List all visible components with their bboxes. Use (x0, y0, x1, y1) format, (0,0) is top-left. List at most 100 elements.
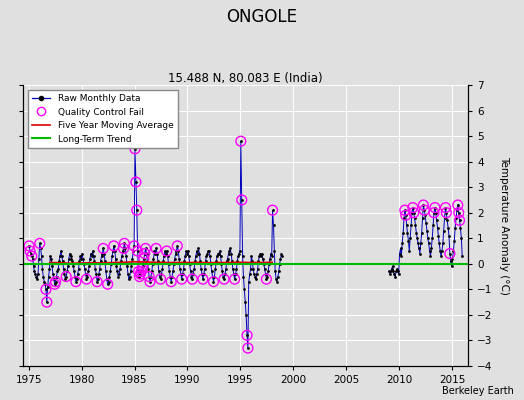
Point (88, 253, 96, 259)
Point (139, 263, 147, 270)
Point (260, 266, 269, 272)
Point (143, 258, 151, 264)
Point (53, 268, 62, 275)
Point (37, 245, 45, 252)
Point (413, 235, 421, 242)
Point (131, 146, 139, 152)
Point (133, 207, 141, 213)
Point (190, 266, 198, 272)
Point (418, 215, 427, 221)
Point (396, 245, 405, 252)
Point (205, 248, 213, 254)
Point (428, 235, 436, 242)
Point (206, 261, 215, 267)
Point (165, 268, 173, 275)
Point (418, 230, 426, 236)
Point (84, 268, 92, 275)
Point (231, 271, 239, 277)
Point (268, 253, 276, 259)
Point (256, 250, 265, 257)
Point (56, 253, 64, 259)
Point (401, 212, 410, 218)
Point (264, 268, 272, 275)
Point (391, 273, 399, 280)
Point (454, 210, 463, 216)
Point (195, 250, 204, 257)
Point (166, 273, 174, 280)
Point (141, 245, 150, 252)
Point (34, 271, 42, 277)
Point (134, 268, 143, 275)
Point (222, 266, 230, 272)
Point (419, 202, 428, 208)
Point (276, 256, 285, 262)
Point (25, 243, 34, 249)
Point (423, 235, 432, 242)
Point (244, 345, 252, 351)
Point (74, 266, 83, 272)
Point (412, 230, 421, 236)
Point (96, 258, 105, 264)
Point (441, 204, 450, 211)
Point (242, 312, 250, 318)
Point (238, 253, 247, 259)
Point (90, 253, 98, 259)
Point (116, 266, 124, 272)
Point (189, 271, 198, 277)
Point (445, 250, 454, 257)
Point (59, 266, 68, 272)
Point (263, 273, 271, 280)
Point (109, 248, 117, 254)
Point (268, 207, 277, 213)
Point (139, 263, 147, 270)
Point (130, 243, 138, 249)
Point (163, 253, 172, 259)
Point (401, 212, 410, 218)
Point (385, 268, 393, 275)
Point (274, 273, 282, 280)
Point (87, 250, 95, 257)
Point (162, 250, 170, 257)
Point (408, 210, 416, 216)
Point (237, 138, 245, 144)
Point (59, 258, 67, 264)
Point (48, 263, 56, 270)
Point (73, 271, 82, 277)
Point (215, 248, 224, 254)
Point (406, 235, 414, 242)
Point (110, 243, 118, 249)
Point (438, 248, 446, 254)
Point (254, 266, 262, 272)
Point (55, 258, 63, 264)
Point (112, 256, 120, 262)
Point (233, 258, 242, 264)
Point (252, 276, 260, 282)
Point (141, 245, 150, 252)
Point (131, 146, 139, 152)
Point (228, 266, 237, 272)
Point (444, 225, 452, 231)
Point (188, 276, 196, 282)
Point (51, 278, 60, 285)
Point (228, 258, 236, 264)
Point (81, 271, 90, 277)
Point (108, 253, 116, 259)
Point (112, 263, 121, 270)
Point (94, 276, 102, 282)
Point (170, 256, 179, 262)
Point (424, 240, 433, 246)
Point (184, 253, 193, 259)
Point (151, 250, 159, 257)
Point (268, 207, 277, 213)
Point (223, 258, 231, 264)
Point (447, 263, 456, 270)
Point (36, 240, 44, 246)
Point (28, 253, 36, 259)
Point (442, 210, 451, 216)
Point (203, 250, 212, 257)
Point (227, 250, 235, 257)
Point (455, 217, 464, 224)
Point (179, 266, 188, 272)
Point (400, 215, 408, 221)
Point (110, 243, 118, 249)
